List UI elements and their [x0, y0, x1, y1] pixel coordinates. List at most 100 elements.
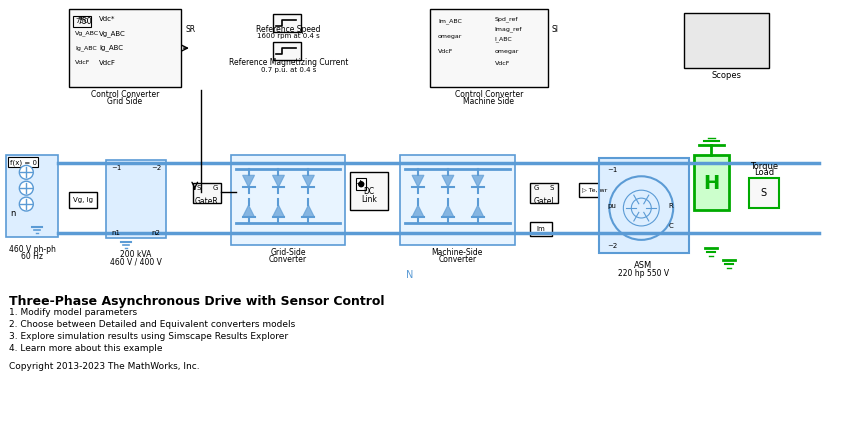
Text: Control Converter: Control Converter — [455, 90, 523, 99]
Text: GateR: GateR — [195, 197, 219, 206]
Text: 0.7 p.u. at 0.4 s: 0.7 p.u. at 0.4 s — [261, 67, 316, 73]
Text: S: S — [761, 188, 767, 198]
Text: Three-Phase Asynchronous Drive with Sensor Control: Three-Phase Asynchronous Drive with Sens… — [9, 295, 385, 308]
Bar — [530, 222, 551, 236]
Text: Vg_ABC: Vg_ABC — [75, 30, 100, 36]
Bar — [400, 156, 515, 245]
Polygon shape — [442, 205, 454, 217]
Text: Imag_ref: Imag_ref — [495, 26, 522, 32]
Text: 60 Hz: 60 Hz — [21, 252, 43, 261]
Text: Load: Load — [754, 168, 774, 177]
Text: Vg_ABC: Vg_ABC — [99, 30, 126, 37]
Polygon shape — [302, 175, 314, 187]
Text: ~2: ~2 — [151, 165, 161, 171]
Polygon shape — [302, 205, 314, 217]
Text: Grid-Side: Grid-Side — [270, 248, 306, 257]
Text: +: + — [356, 179, 366, 189]
Text: Spd_ref: Spd_ref — [495, 17, 518, 22]
Text: Converter: Converter — [269, 255, 307, 264]
Text: 750: 750 — [78, 17, 92, 26]
Bar — [579, 183, 609, 197]
Text: 2. Choose between Detailed and Equivalent converters models: 2. Choose between Detailed and Equivalen… — [9, 320, 296, 329]
Text: 200 kVA: 200 kVA — [120, 250, 152, 259]
Text: Im: Im — [536, 226, 545, 232]
Text: Converter: Converter — [438, 255, 476, 264]
Text: f(x) = 0: f(x) = 0 — [10, 159, 37, 166]
Text: 460 V ph-ph: 460 V ph-ph — [9, 245, 55, 254]
Text: Torque: Torque — [750, 162, 778, 171]
Bar — [273, 42, 302, 60]
Text: H: H — [703, 174, 719, 193]
Text: Grid Side: Grid Side — [107, 97, 142, 106]
Text: ~1: ~1 — [607, 167, 618, 173]
Bar — [231, 156, 345, 245]
Polygon shape — [273, 175, 285, 187]
Bar — [350, 172, 389, 210]
Text: n: n — [10, 208, 15, 218]
Text: VdcF: VdcF — [495, 62, 510, 66]
Bar — [69, 192, 97, 208]
Text: 4. Learn more about this example: 4. Learn more about this example — [9, 344, 163, 353]
Text: Copyright 2013-2023 The MathWorks, Inc.: Copyright 2013-2023 The MathWorks, Inc. — [9, 362, 200, 371]
Text: SR: SR — [186, 25, 196, 34]
Text: R: R — [669, 203, 674, 209]
Text: Reference Speed: Reference Speed — [256, 25, 320, 34]
Polygon shape — [412, 205, 424, 217]
Bar — [530, 183, 557, 203]
Polygon shape — [273, 205, 285, 217]
Text: G: G — [213, 185, 218, 191]
Bar — [9, 157, 38, 167]
Text: 1. Modify model parameters: 1. Modify model parameters — [9, 309, 137, 317]
Bar — [273, 14, 302, 32]
Text: 460 V / 400 V: 460 V / 400 V — [110, 257, 162, 266]
Polygon shape — [243, 205, 255, 217]
Text: 220 hp 550 V: 220 hp 550 V — [618, 269, 669, 278]
Text: Ig_ABC: Ig_ABC — [99, 45, 123, 52]
Text: VdcF: VdcF — [75, 60, 90, 66]
Circle shape — [609, 176, 673, 240]
Text: Vg, Ig: Vg, Ig — [73, 197, 93, 203]
Text: Scopes: Scopes — [711, 71, 741, 80]
Text: omegar: omegar — [495, 49, 519, 54]
Text: S: S — [197, 185, 201, 191]
Text: VdcF: VdcF — [438, 49, 453, 54]
Text: N: N — [406, 270, 414, 280]
Polygon shape — [472, 205, 484, 217]
Text: 750: 750 — [76, 18, 89, 24]
Polygon shape — [442, 175, 454, 187]
Text: Im_ABC: Im_ABC — [438, 18, 462, 24]
Polygon shape — [412, 175, 424, 187]
Text: Machine Side: Machine Side — [463, 97, 515, 106]
Text: S: S — [550, 185, 554, 191]
Text: Machine-Side: Machine-Side — [432, 248, 483, 257]
Text: ~1: ~1 — [111, 165, 121, 171]
Bar — [6, 156, 58, 237]
Bar — [600, 158, 689, 253]
Text: DC: DC — [364, 187, 375, 196]
Bar — [356, 178, 366, 190]
Text: n2: n2 — [152, 230, 160, 236]
Text: 1600 rpm at 0.4 s: 1600 rpm at 0.4 s — [257, 33, 320, 39]
Circle shape — [359, 182, 364, 187]
Text: Vdc*: Vdc* — [99, 16, 115, 22]
Text: ~2: ~2 — [607, 243, 618, 249]
Text: omegar: omegar — [438, 34, 463, 38]
Text: Control Converter: Control Converter — [91, 90, 159, 99]
Circle shape — [20, 197, 33, 211]
Text: Ig_ABC: Ig_ABC — [75, 45, 97, 51]
Circle shape — [20, 181, 33, 195]
Bar — [749, 178, 779, 208]
Text: pu: pu — [607, 203, 616, 209]
Text: Reference Magnetizing Current: Reference Magnetizing Current — [229, 59, 348, 67]
Bar — [694, 156, 729, 210]
Bar — [193, 183, 221, 203]
Text: VdcF: VdcF — [99, 60, 116, 66]
Text: ▷ Te, wr: ▷ Te, wr — [583, 187, 607, 193]
Bar — [69, 9, 181, 87]
Text: 3. Explore simulation results using Simscape Results Explorer: 3. Explore simulation results using Sims… — [9, 332, 289, 341]
Text: SI: SI — [551, 25, 559, 34]
Bar — [73, 16, 91, 27]
Bar — [430, 9, 548, 87]
Text: I_ABC: I_ABC — [495, 36, 513, 42]
Text: n1: n1 — [112, 230, 120, 236]
